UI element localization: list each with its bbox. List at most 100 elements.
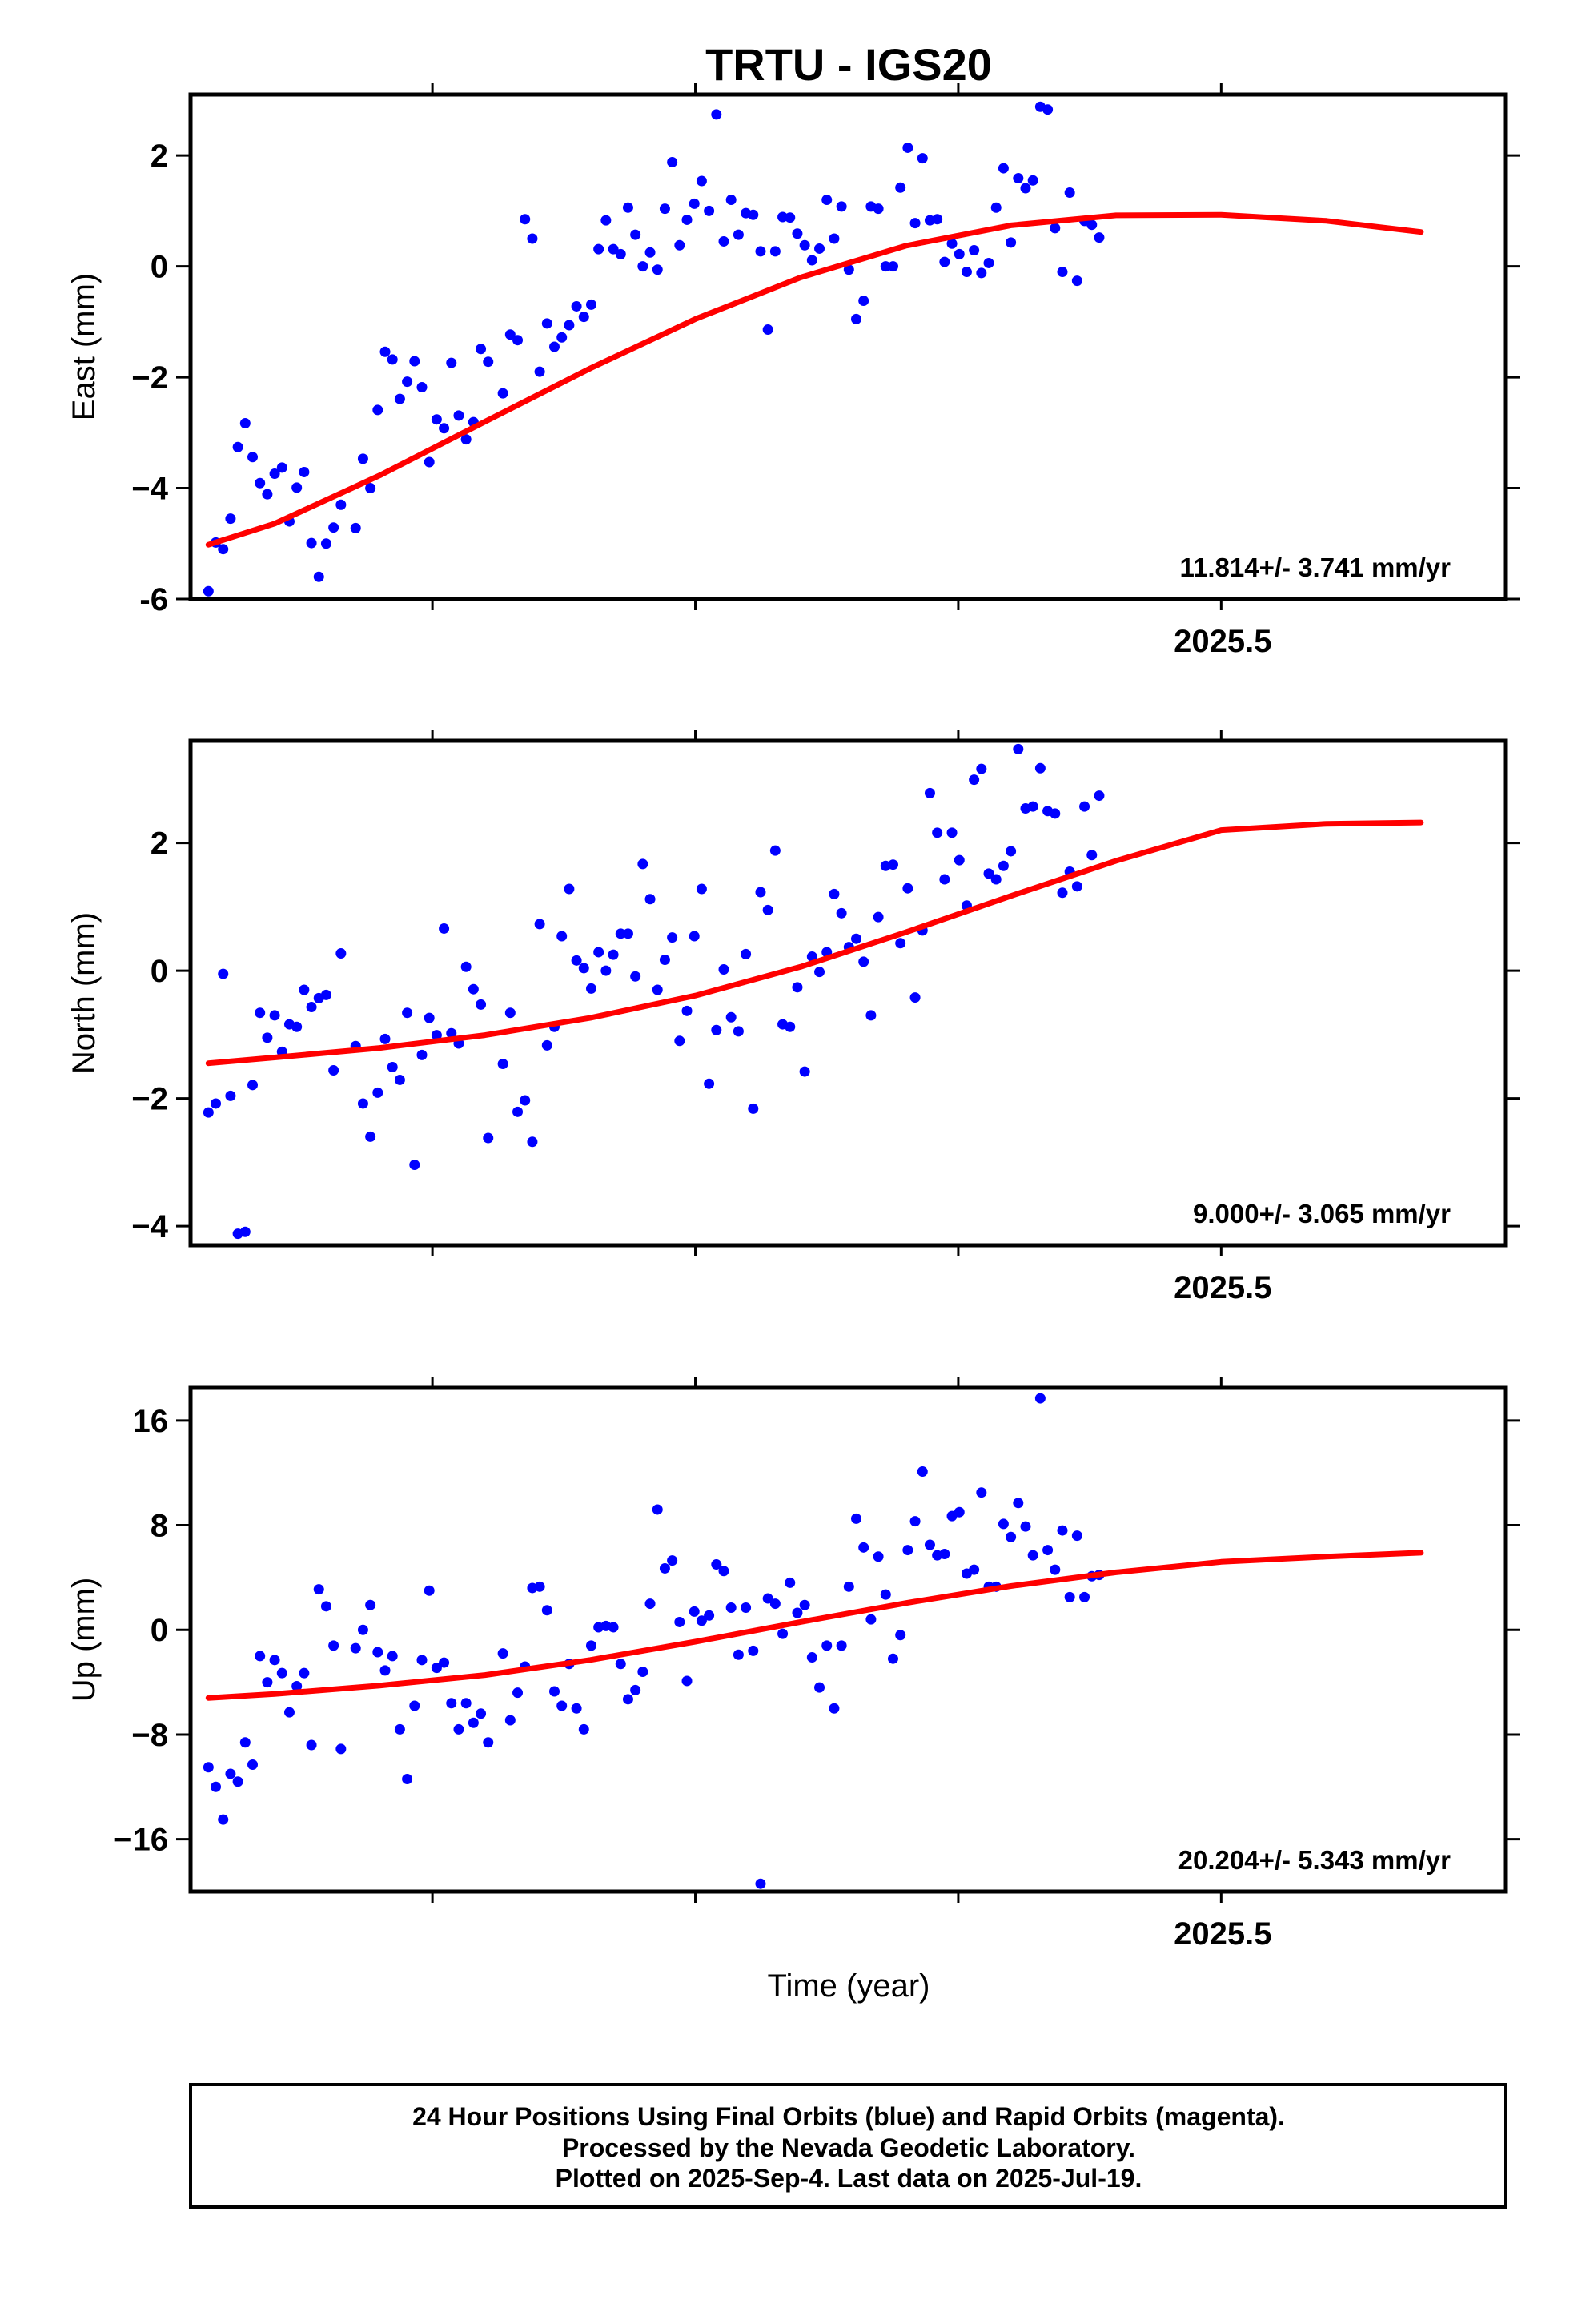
data-point [276, 462, 287, 473]
data-point [1079, 1591, 1090, 1602]
data-point [851, 1513, 862, 1524]
data-point [769, 1598, 781, 1610]
data-point [689, 931, 700, 942]
data-point [379, 346, 391, 357]
data-point [873, 911, 884, 923]
data-point [335, 948, 347, 959]
data-point [350, 522, 361, 533]
data-point [741, 1602, 752, 1613]
data-point [843, 264, 854, 275]
data-point [578, 1723, 589, 1735]
data-point [468, 1717, 479, 1728]
y-tick-label: −8 [131, 1718, 168, 1753]
data-point [239, 418, 251, 429]
data-point [851, 933, 862, 944]
data-point [630, 971, 641, 982]
data-point [799, 239, 810, 251]
data-point [585, 299, 596, 310]
data-point [622, 928, 633, 939]
data-point [549, 341, 560, 352]
data-point [924, 1539, 935, 1550]
data-point [460, 1698, 472, 1709]
data-point [379, 1033, 391, 1044]
plot-frame [188, 92, 1508, 601]
data-point [829, 1703, 840, 1714]
data-point [969, 245, 980, 256]
data-point [211, 1098, 222, 1109]
data-point [785, 1021, 796, 1032]
data-point [946, 238, 958, 249]
y-tick-label: 0 [151, 250, 168, 285]
data-point [976, 267, 987, 279]
data-point [704, 1078, 715, 1089]
data-point [689, 198, 700, 209]
data-point [211, 1781, 222, 1792]
data-point [276, 1667, 287, 1679]
data-point [777, 1628, 789, 1639]
data-point [585, 1640, 596, 1651]
data-point [416, 382, 428, 393]
data-point [748, 1645, 759, 1656]
data-point [387, 1651, 398, 1662]
data-point [887, 261, 898, 272]
data-point [328, 522, 339, 533]
data-point [402, 1007, 413, 1019]
data-point [357, 1624, 368, 1635]
data-point [453, 410, 464, 421]
data-point [674, 239, 685, 251]
data-point [1071, 881, 1082, 892]
trend-fit-line [205, 819, 1424, 1067]
data-point [409, 1700, 420, 1711]
data-point [637, 858, 648, 870]
data-point [365, 1131, 376, 1142]
data-point [939, 1548, 950, 1559]
data-point [1027, 801, 1038, 812]
data-point [306, 1002, 317, 1013]
data-point [416, 1049, 428, 1060]
data-point [998, 163, 1009, 174]
data-point [497, 388, 508, 399]
data-point [887, 859, 898, 870]
data-point [741, 948, 752, 959]
data-point [446, 1027, 457, 1039]
data-point [476, 1708, 487, 1719]
data-point [674, 1035, 685, 1047]
data-point [306, 1739, 317, 1751]
data-point [821, 195, 833, 206]
data-point [247, 452, 259, 463]
y-axis-label: Up (mm) [66, 1578, 102, 1703]
y-tick-label: 2 [151, 139, 168, 174]
data-point [379, 1665, 391, 1676]
caption-line-2: Processed by the Nevada Geodetic Laborat… [562, 2133, 1135, 2162]
data-point [1071, 1530, 1082, 1542]
data-point [585, 983, 596, 994]
data-point [681, 1675, 693, 1687]
data-point [637, 1667, 648, 1678]
data-point [483, 356, 494, 368]
caption-line-3: Plotted on 2025-Sep-4. Last data on 2025… [556, 2164, 1142, 2193]
data-point [755, 246, 766, 257]
data-point [725, 195, 737, 206]
data-point [637, 261, 648, 272]
data-point [269, 468, 280, 480]
data-point [446, 357, 457, 368]
data-point [725, 1602, 737, 1613]
data-point [814, 243, 825, 254]
y-tick-label: −16 [114, 1823, 168, 1858]
data-point [998, 1518, 1009, 1530]
data-point [453, 1723, 464, 1735]
data-point [961, 267, 972, 278]
data-point [1057, 1525, 1068, 1536]
data-point [556, 931, 568, 942]
data-point [556, 332, 568, 343]
data-point [887, 1653, 898, 1664]
data-point [571, 300, 582, 312]
data-point [320, 989, 331, 1000]
data-point [335, 1743, 347, 1755]
data-point [725, 1011, 737, 1023]
data-point [843, 1581, 854, 1592]
data-point [1034, 762, 1046, 774]
data-point [255, 1651, 266, 1662]
data-point [1079, 801, 1090, 812]
data-point [497, 1059, 508, 1070]
